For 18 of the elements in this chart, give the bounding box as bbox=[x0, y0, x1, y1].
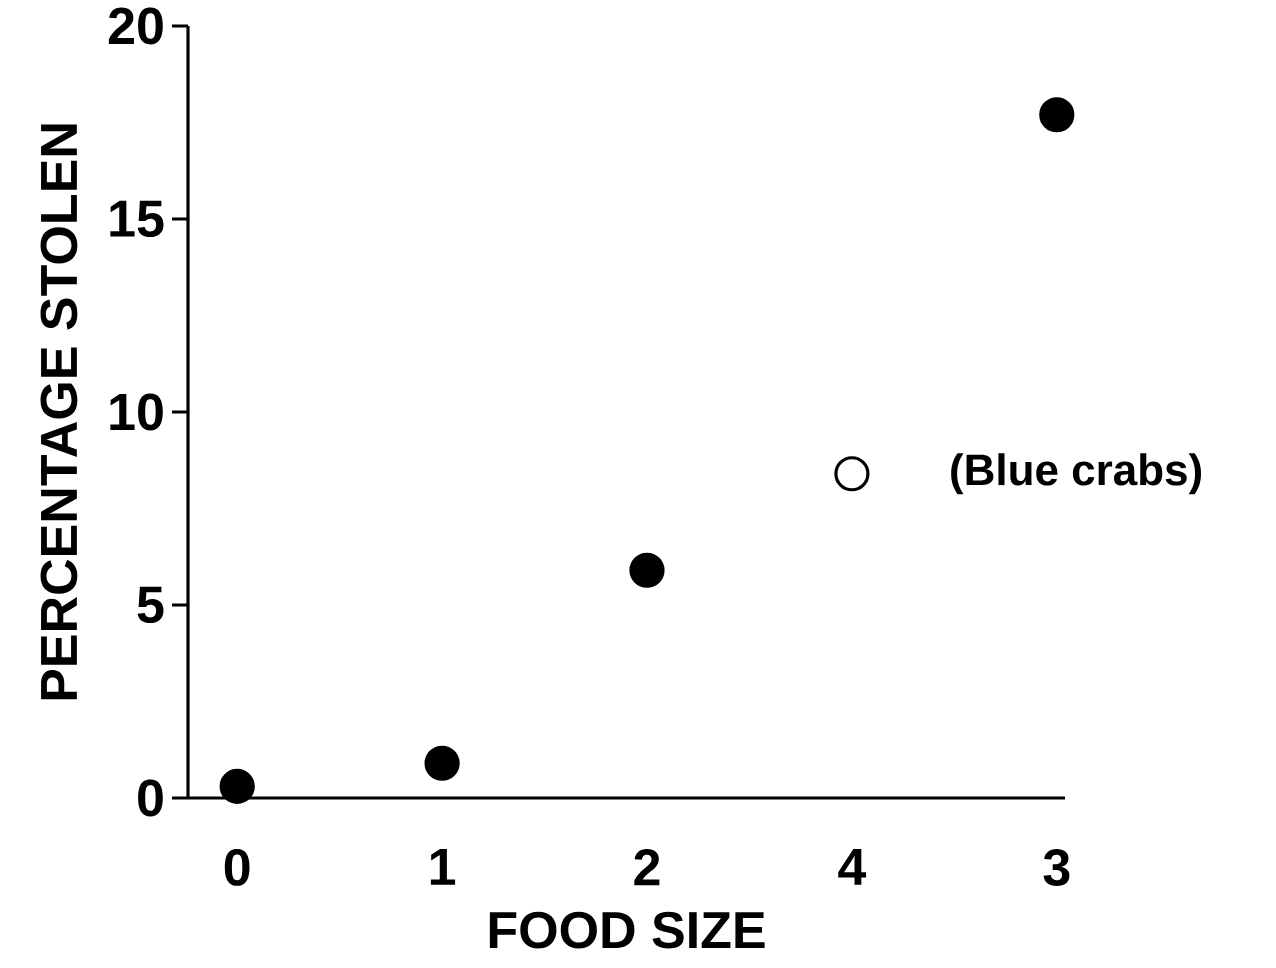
x-tick-label: 4 bbox=[838, 849, 867, 885]
y-tick-label: 0 bbox=[138, 779, 163, 817]
x-axis-title: FOOD SIZE bbox=[489, 911, 765, 949]
x-tick-label: 1 bbox=[430, 849, 456, 885]
y-tick-label: 10 bbox=[110, 393, 163, 431]
point bbox=[629, 552, 665, 588]
y-tick-label: 20 bbox=[108, 7, 163, 45]
y-tick-label: 5 bbox=[137, 586, 164, 624]
y-axis-title: PERCENTAGE STOLEN bbox=[40, 124, 78, 700]
x-tick-label: 2 bbox=[634, 849, 660, 886]
x-tick-label: 0 bbox=[224, 849, 250, 886]
x-tick-label: 3 bbox=[1043, 849, 1070, 886]
annotation: (Blue crabs) bbox=[951, 453, 1201, 495]
point bbox=[834, 456, 870, 492]
point bbox=[424, 745, 460, 781]
point bbox=[219, 768, 255, 804]
y-tick-label: 15 bbox=[110, 200, 164, 238]
point bbox=[1039, 97, 1075, 133]
